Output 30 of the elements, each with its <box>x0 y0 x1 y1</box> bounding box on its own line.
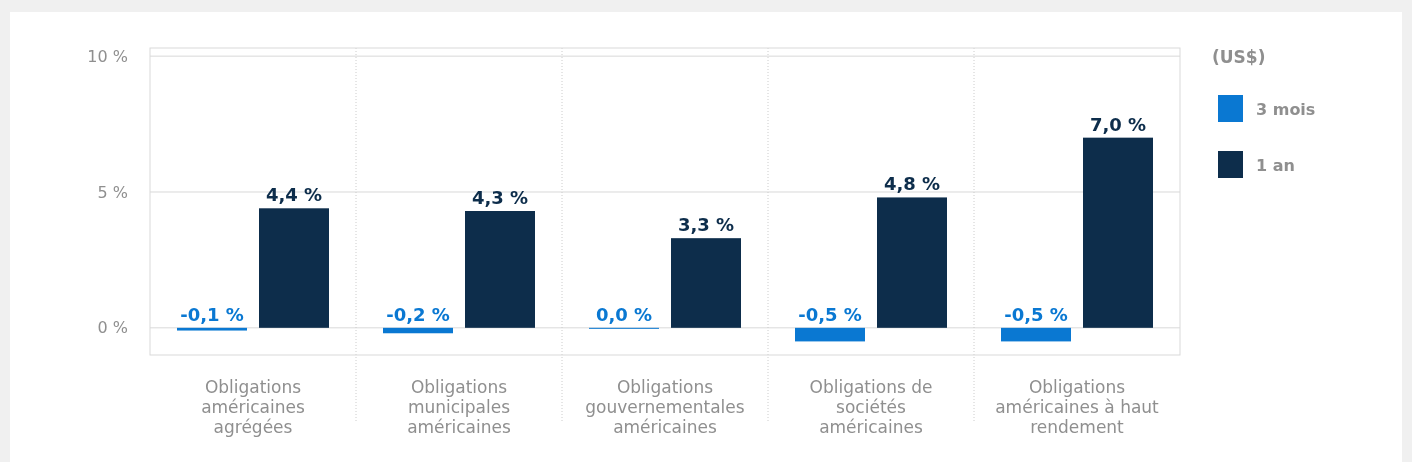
y-tick-label: 5 % <box>97 182 128 202</box>
legend-label: 1 an <box>1256 155 1295 175</box>
data-label: 4,3 % <box>471 187 529 209</box>
data-label: 7,0 % <box>1089 113 1147 135</box>
bar <box>671 238 741 328</box>
legend-label: 3 mois <box>1256 99 1316 119</box>
bar <box>877 197 947 328</box>
bar <box>177 327 247 331</box>
bar <box>1001 327 1071 342</box>
data-label: 4,4 % <box>265 184 323 206</box>
x-tick-label: Obligations de sociétés américaines <box>809 377 933 437</box>
bar <box>383 327 453 334</box>
bar <box>795 327 865 342</box>
data-label: -0,1 % <box>180 303 244 325</box>
bar <box>465 211 535 328</box>
y-tick-label: 0 % <box>97 318 128 338</box>
y-tick-label: 10 % <box>87 46 128 66</box>
x-tick-label: Obligations américaines à haut rendement <box>995 377 1160 437</box>
data-label: -0,5 % <box>798 303 862 325</box>
x-tick-label: Obligations américaines agrégées <box>201 377 305 437</box>
data-label: -0,2 % <box>386 303 450 325</box>
x-tick-label: Obligations gouvernementales américaines <box>585 377 745 437</box>
bar <box>259 208 329 328</box>
data-label: -0,5 % <box>1004 303 1068 325</box>
data-label: 3,3 % <box>677 214 735 236</box>
bar <box>1083 137 1153 328</box>
legend-title: (US$) <box>1212 47 1266 67</box>
data-label: 4,8 % <box>883 173 941 195</box>
x-tick-label: Obligations municipales américaines <box>407 377 511 437</box>
data-label: 0,0 % <box>595 303 653 325</box>
